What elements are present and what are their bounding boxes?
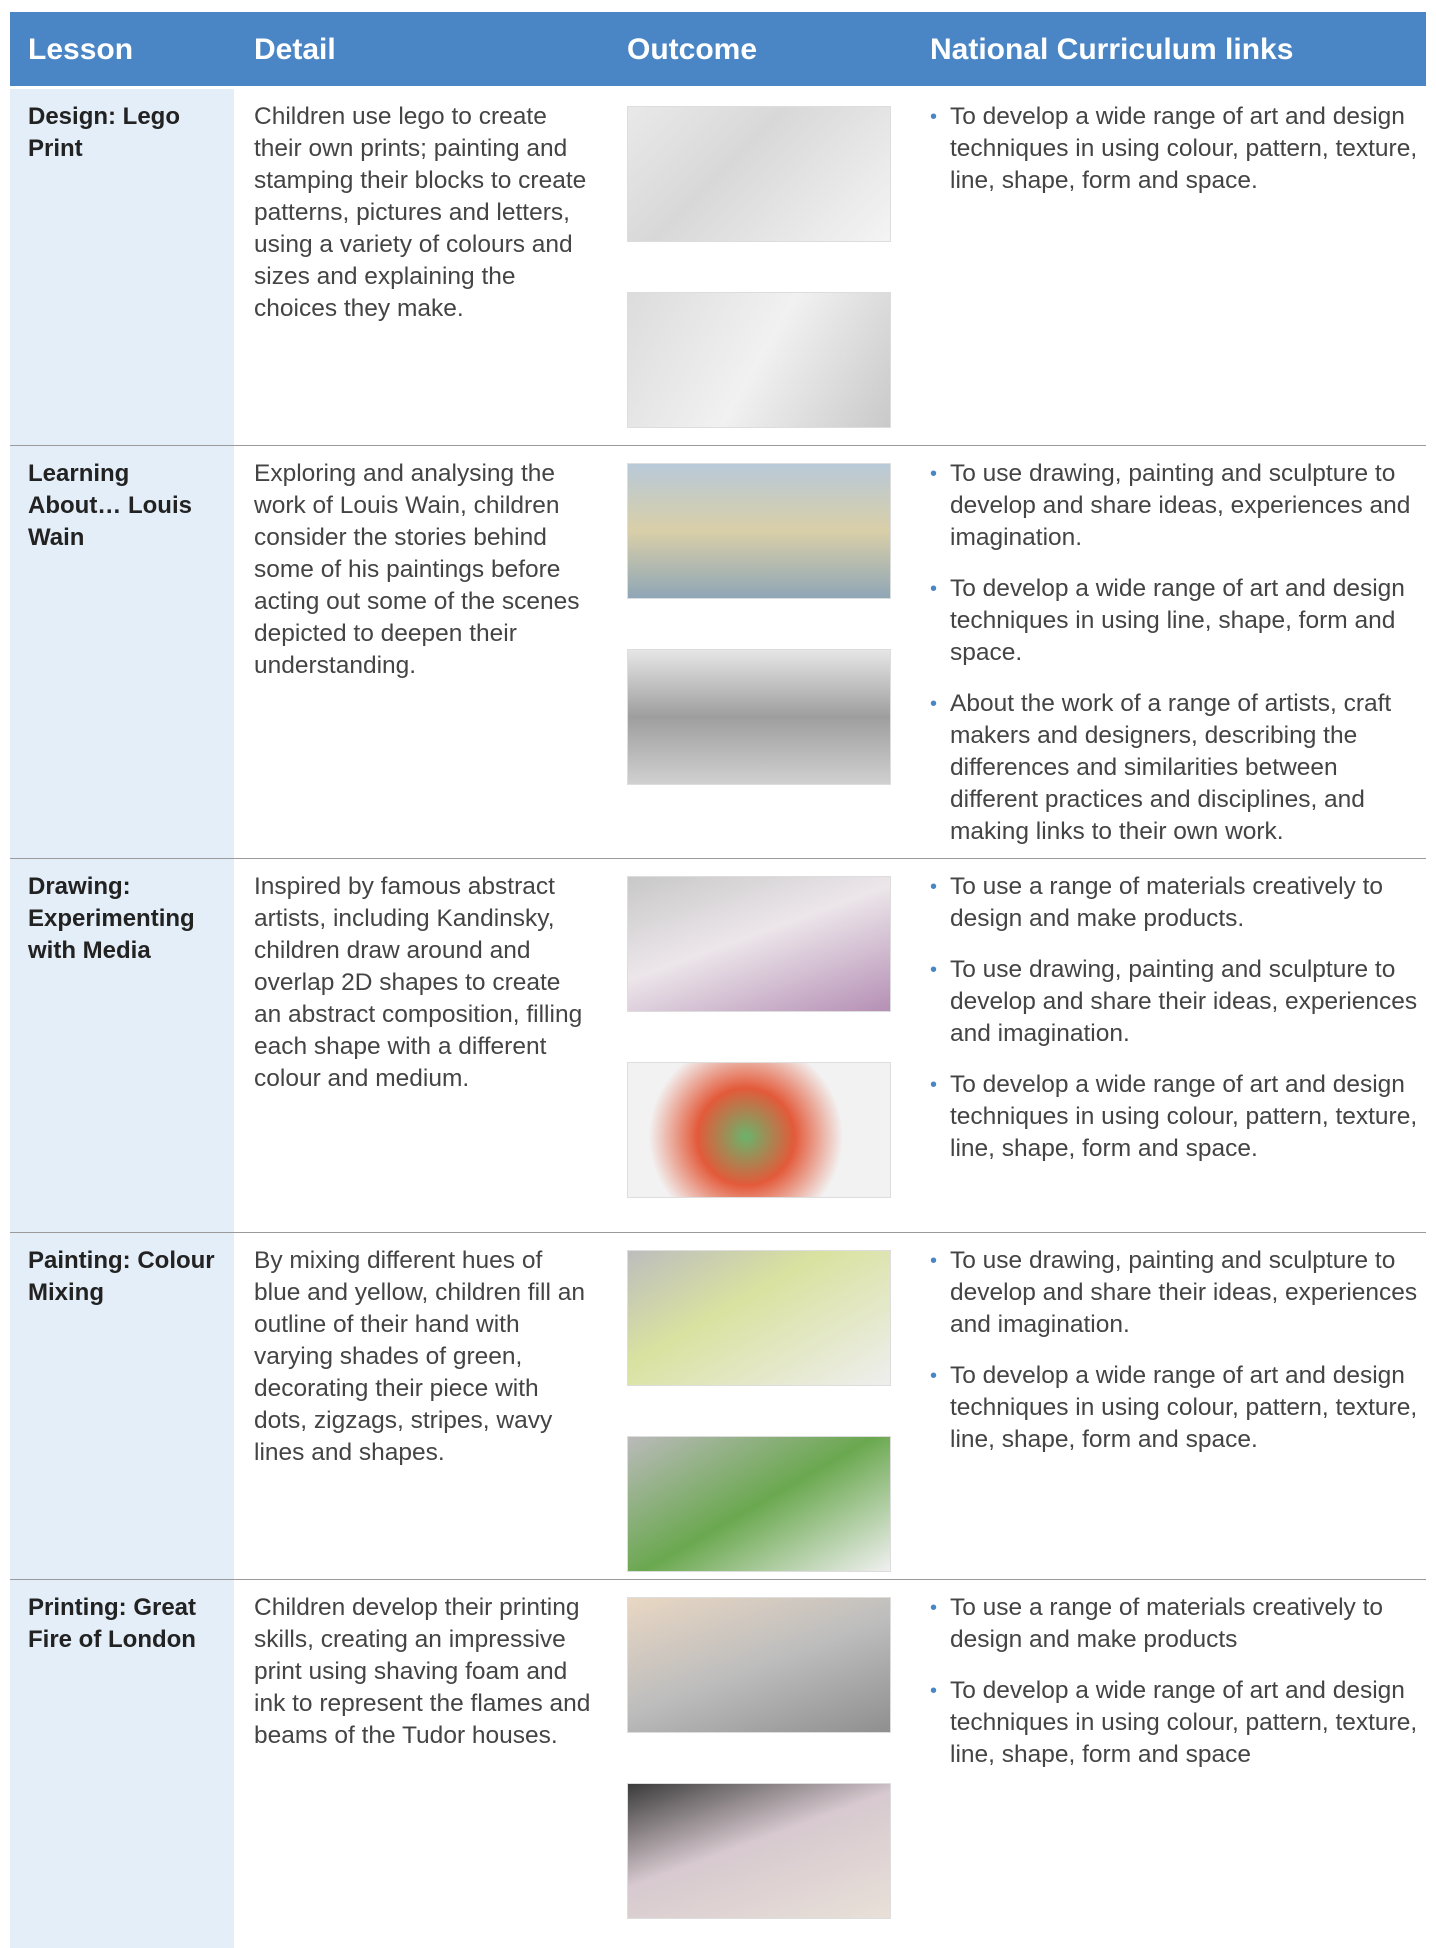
lesson-title: Design: Lego Print (28, 103, 181, 162)
curriculum-link: To use a range of materials creatively t… (930, 871, 1420, 935)
curriculum-links: To use a range of materials creatively t… (930, 871, 1420, 1184)
curriculum-links: To use a range of materials creatively t… (930, 1592, 1420, 1790)
lesson-cell (10, 1233, 234, 1579)
curriculum-link: To develop a wide range of art and desig… (930, 1360, 1420, 1456)
table-row: Drawing: Experimenting with Media Inspire… (10, 859, 1426, 1233)
header-cell: Lesson (28, 33, 134, 66)
outcome-photo (627, 463, 891, 599)
table-row: Painting: Colour Mixing By mixing differe… (10, 1233, 1426, 1580)
outcome-photo (627, 292, 891, 428)
lesson-title: Drawing: Experimenting with Media (28, 873, 195, 964)
lesson-cell (10, 859, 234, 1232)
curriculum-link: To develop a wide range of art and desig… (930, 1069, 1420, 1165)
lesson-detail: Exploring and analysing the work of Loui… (254, 460, 580, 679)
lesson-title: Learning About… Louis Wain (28, 460, 192, 551)
outcome-photo (627, 1062, 891, 1198)
outcome-photo (627, 1436, 891, 1572)
curriculum-link: About the work of a range of artists, cr… (930, 688, 1420, 848)
lesson-title: Painting: Colour Mixing (28, 1247, 215, 1306)
header-cell: Outcome (627, 33, 758, 66)
lesson-cell (10, 1580, 234, 1948)
lesson-detail: Inspired by famous abstract artists, inc… (254, 873, 583, 1092)
lesson-detail: Children develop their printing skills, … (254, 1594, 591, 1749)
outcome-photo (627, 1597, 891, 1733)
table-header: Lesson Detail Outcome National Curriculu… (10, 12, 1426, 86)
header-cell: National Curriculum links (930, 33, 1294, 66)
curriculum-link: To use drawing, painting and sculpture t… (930, 1245, 1420, 1341)
lesson-detail: Children use lego to create their own pr… (254, 103, 587, 322)
outcome-photo (627, 1783, 891, 1919)
outcome-photo (627, 106, 891, 242)
lesson-cell (10, 89, 234, 445)
curriculum-link: To develop a wide range of art and desig… (930, 101, 1420, 197)
curriculum-link: To develop a wide range of art and desig… (930, 1675, 1420, 1771)
outcome-photo (627, 649, 891, 785)
curriculum-link: To use a range of materials creatively t… (930, 1592, 1420, 1656)
outcome-photo (627, 876, 891, 1012)
curriculum-links: To use drawing, painting and sculpture t… (930, 1245, 1420, 1475)
lesson-cell (10, 446, 234, 858)
lesson-detail: By mixing different hues of blue and yel… (254, 1247, 585, 1466)
curriculum-link: To use drawing, painting and sculpture t… (930, 954, 1420, 1050)
header-cell: Detail (254, 33, 336, 66)
curriculum-links: To use drawing, painting and sculpture t… (930, 458, 1420, 867)
curriculum-links: To develop a wide range of art and desig… (930, 101, 1420, 216)
curriculum-link: To use drawing, painting and sculpture t… (930, 458, 1420, 554)
lesson-title: Printing: Great Fire of London (28, 1594, 197, 1653)
table-row: Design: Lego Print Children use lego to c… (10, 89, 1426, 446)
table-row: Printing: Great Fire of London Children d… (10, 1580, 1426, 1948)
curriculum-link: To develop a wide range of art and desig… (930, 573, 1420, 669)
outcome-photo (627, 1250, 891, 1386)
table-row: Learning About… Louis Wain Exploring and … (10, 446, 1426, 859)
